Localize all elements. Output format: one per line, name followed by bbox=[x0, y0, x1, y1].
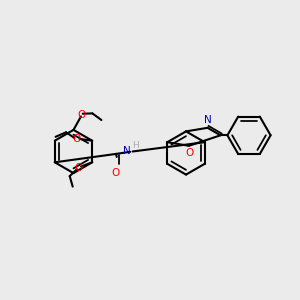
Text: O: O bbox=[77, 110, 86, 120]
Text: O: O bbox=[75, 163, 83, 173]
Text: N: N bbox=[123, 146, 131, 156]
Text: H: H bbox=[132, 141, 139, 150]
Text: O: O bbox=[111, 168, 120, 178]
Text: O: O bbox=[73, 134, 81, 144]
Text: O: O bbox=[185, 148, 194, 158]
Text: N: N bbox=[204, 115, 212, 125]
